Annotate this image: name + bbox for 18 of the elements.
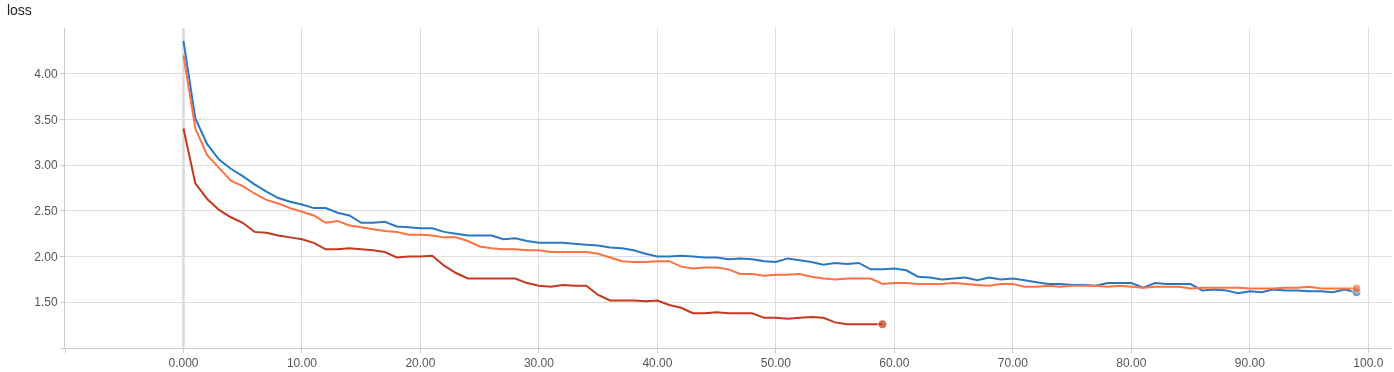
y-tick-label: 2.50 <box>34 204 58 219</box>
chart-title: loss <box>6 2 32 19</box>
y-tick-label: 1.50 <box>34 295 58 310</box>
x-tick-label: 10.00 <box>286 356 318 371</box>
x-tick-label: 80.00 <box>1116 356 1147 371</box>
y-tick-label: 2.00 <box>34 249 58 264</box>
x-tick-label: 60.00 <box>879 356 910 371</box>
x-tick-label: 0.000 <box>168 356 199 371</box>
y-tick-label: 3.50 <box>34 112 58 127</box>
y-tick-label: 3.00 <box>34 158 58 173</box>
x-tick-label: 50.00 <box>760 356 792 371</box>
x-tick-label: 30.00 <box>523 356 555 371</box>
x-tick-label: 20.00 <box>405 356 436 371</box>
y-tick-label: 4.00 <box>34 66 58 81</box>
x-tick-label: 70.00 <box>997 356 1029 371</box>
x-tick-label: 100.0 <box>1353 356 1384 371</box>
x-tick-label: 90.00 <box>1234 356 1266 371</box>
x-tick-label: 40.00 <box>642 356 673 371</box>
